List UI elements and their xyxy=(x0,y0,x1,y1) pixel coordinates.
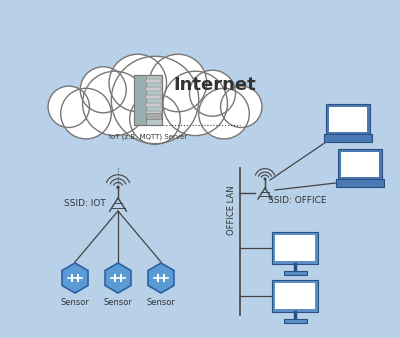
Bar xyxy=(329,107,367,132)
Circle shape xyxy=(61,88,111,139)
Circle shape xyxy=(163,71,228,136)
Bar xyxy=(284,271,306,275)
Circle shape xyxy=(117,186,119,188)
Circle shape xyxy=(220,86,262,127)
Bar xyxy=(146,87,161,91)
Bar xyxy=(272,232,318,264)
Circle shape xyxy=(80,67,126,113)
Bar xyxy=(272,280,318,312)
Bar xyxy=(324,134,372,142)
Text: SSID: IOT: SSID: IOT xyxy=(64,198,106,208)
Circle shape xyxy=(149,54,207,112)
Text: Internet: Internet xyxy=(174,76,256,94)
Bar xyxy=(77,274,80,282)
Bar xyxy=(114,274,116,282)
Bar xyxy=(146,111,161,115)
Polygon shape xyxy=(148,263,174,293)
Polygon shape xyxy=(105,263,131,293)
Text: Sensor: Sensor xyxy=(104,298,132,307)
Bar xyxy=(336,179,384,187)
Bar xyxy=(120,274,122,282)
Circle shape xyxy=(130,94,180,144)
Bar xyxy=(163,274,166,282)
Polygon shape xyxy=(62,263,88,293)
Circle shape xyxy=(190,70,236,116)
Bar xyxy=(146,113,161,119)
Bar xyxy=(275,235,315,261)
Bar xyxy=(284,319,306,323)
Text: IoT (z.B. MQTT) Server: IoT (z.B. MQTT) Server xyxy=(109,134,187,141)
Bar xyxy=(134,75,146,125)
Bar xyxy=(70,274,73,282)
Circle shape xyxy=(111,56,199,144)
Bar xyxy=(341,152,379,177)
Bar xyxy=(156,274,159,282)
Bar xyxy=(338,149,382,179)
Bar xyxy=(146,95,161,99)
Text: Sensor: Sensor xyxy=(60,298,90,307)
Bar xyxy=(146,103,161,107)
Text: OFFICE LAN: OFFICE LAN xyxy=(228,185,236,235)
Circle shape xyxy=(264,178,266,180)
Circle shape xyxy=(82,71,147,136)
Circle shape xyxy=(199,88,249,139)
Bar xyxy=(134,75,162,125)
Circle shape xyxy=(109,54,166,112)
Text: SSID: OFFICE: SSID: OFFICE xyxy=(268,196,326,205)
Bar xyxy=(146,79,161,83)
Bar xyxy=(275,283,315,309)
Circle shape xyxy=(48,86,90,127)
Text: Sensor: Sensor xyxy=(146,298,176,307)
Bar xyxy=(326,104,370,134)
